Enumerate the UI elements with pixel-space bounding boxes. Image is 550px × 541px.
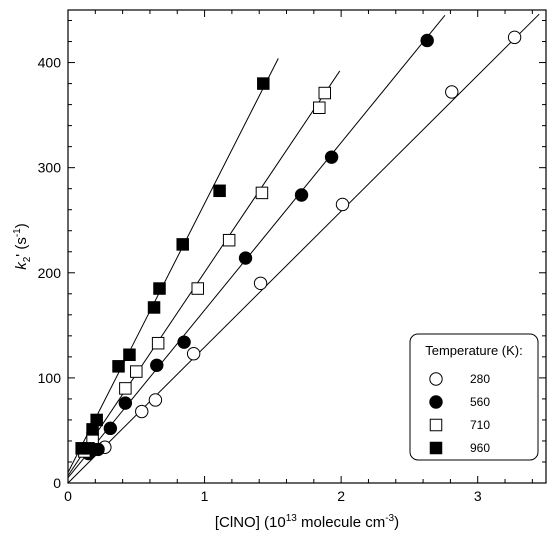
axes: 0 1 2 3 0 100 200 300 400 [38, 9, 547, 504]
legend-marker-560 [429, 395, 443, 409]
fit-line-280 [67, 13, 540, 484]
data-point-960 [82, 442, 95, 455]
data-point-560 [103, 421, 118, 436]
data-point-710 [318, 86, 332, 100]
data-point-560 [177, 335, 191, 349]
data-point-960 [147, 301, 161, 314]
data-point-710 [151, 336, 165, 350]
data-point-280 [335, 197, 350, 212]
legend-label-960: 960 [470, 441, 490, 455]
data-point-560 [420, 33, 434, 48]
data-point-710 [313, 101, 326, 115]
data-point-960 [153, 282, 166, 295]
data-point-280 [135, 404, 149, 419]
legend-label-560: 560 [470, 395, 490, 409]
legend: Temperature (K): 280 560 710 960 [409, 333, 539, 461]
x-tick-label: 0 [64, 488, 72, 504]
legend-marker-280 [429, 372, 443, 386]
data-point-960 [90, 413, 103, 427]
data-point-280 [148, 393, 163, 407]
y-tick-label: 200 [38, 265, 62, 281]
legend-marker-710 [429, 418, 443, 432]
data-point-960 [123, 348, 136, 362]
data-point-560 [238, 251, 253, 265]
y-tick-label: 0 [53, 475, 61, 491]
legend-label-710: 710 [470, 418, 490, 432]
data-point-280 [186, 347, 201, 361]
data-point-280 [445, 85, 459, 99]
data-point-560 [118, 396, 133, 410]
data-point-960 [176, 238, 189, 251]
data-point-710 [222, 233, 236, 247]
y-axis-label-exponent: -1 [12, 228, 23, 237]
data-point-710 [130, 365, 143, 378]
plot-area [67, 13, 540, 484]
x-axis-label: [ClNO] (1013 molecule cm-3) [215, 513, 399, 531]
data-point-710 [255, 186, 269, 200]
x-tick-label: 3 [474, 488, 482, 504]
y-tick-label: 300 [38, 160, 62, 176]
x-axis-label-unit-exponent: -3 [385, 513, 394, 524]
x-tick-label: 1 [201, 488, 209, 504]
data-point-280 [253, 276, 268, 290]
legend-title: Temperature (K): [425, 343, 523, 358]
x-tick-label: 2 [337, 488, 345, 504]
x-axis-label-exponent: 13 [286, 513, 298, 524]
data-point-960 [112, 360, 125, 373]
y-tick-label: 100 [38, 370, 62, 386]
data-point-560 [294, 188, 309, 202]
data-point-710 [191, 282, 204, 295]
data-point-560 [150, 358, 164, 372]
data-point-710 [119, 382, 132, 395]
legend-marker-960 [429, 441, 443, 455]
data-point-960 [257, 77, 270, 90]
y-tick-label: 400 [38, 55, 62, 71]
data-point-280 [507, 30, 522, 45]
data-point-960 [213, 184, 226, 198]
y-axis-label-subscript: 2 [22, 256, 33, 262]
plot-frame [67, 9, 547, 484]
y-axis-label: k2' (s-1) [12, 223, 33, 270]
data-point-560 [324, 150, 339, 164]
legend-label-280: 280 [470, 372, 490, 386]
fit-line-710 [67, 70, 341, 476]
fit-line-960 [67, 58, 279, 473]
